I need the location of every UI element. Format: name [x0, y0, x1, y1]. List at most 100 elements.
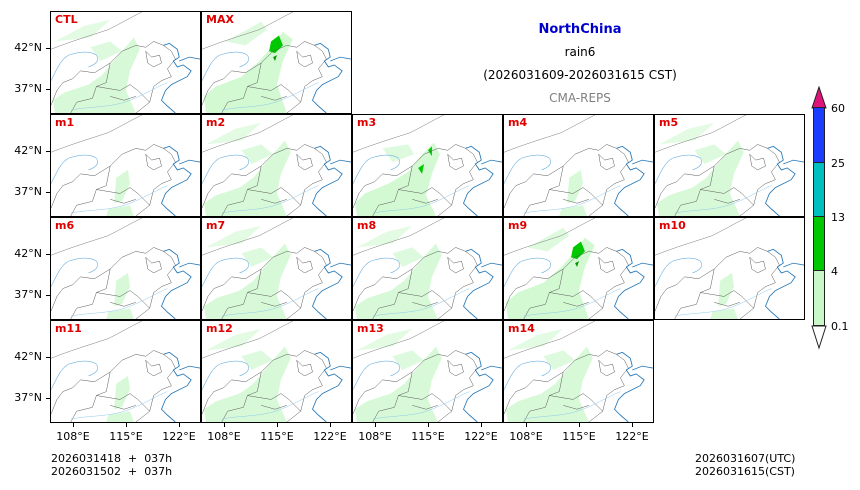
- x-tick-label: 108°E: [56, 430, 90, 443]
- panel-label: m13: [357, 322, 384, 335]
- y-tick-label: 37°N: [14, 391, 42, 404]
- colorbar-label: 4: [831, 265, 838, 278]
- panel-label: m2: [206, 116, 226, 129]
- x-tick: [375, 423, 376, 427]
- panel-label: m9: [508, 219, 528, 232]
- x-tick: [179, 423, 180, 427]
- y-tick: [46, 295, 50, 296]
- period-title: (2026031609-2026031615 CST): [483, 68, 677, 82]
- x-tick: [330, 423, 331, 427]
- map-boundaries: [202, 115, 351, 216]
- map-panel: CTL: [50, 11, 201, 114]
- x-tick-label: 122°E: [162, 430, 196, 443]
- map-boundaries: [353, 115, 502, 216]
- colorbar-segment-4-13: [813, 216, 825, 271]
- map-boundaries: [655, 218, 804, 319]
- map-panel: m4: [503, 114, 654, 217]
- panel-label: m5: [659, 116, 679, 129]
- y-tick: [46, 48, 50, 49]
- x-tick-label: 115°E: [411, 430, 445, 443]
- map-boundaries: [655, 115, 804, 216]
- map-panel: m10: [654, 217, 805, 320]
- panel-label: m4: [508, 116, 528, 129]
- map-panel: m11: [50, 320, 201, 423]
- colorbar-label: 60: [831, 102, 845, 115]
- x-tick: [126, 423, 127, 427]
- x-tick: [579, 423, 580, 427]
- colorbar-label: 0.1: [831, 320, 849, 333]
- y-tick: [46, 398, 50, 399]
- init-time-1: 2026031418 + 037h: [51, 452, 173, 465]
- map-panel: MAX: [201, 11, 352, 114]
- map-boundaries: [51, 321, 200, 422]
- panel-label: CTL: [55, 13, 78, 26]
- map-panel: m12: [201, 320, 352, 423]
- panel-label: m6: [55, 219, 75, 232]
- x-tick: [428, 423, 429, 427]
- panel-label: m8: [357, 219, 377, 232]
- y-tick-label: 42°N: [14, 247, 42, 260]
- panel-label: m10: [659, 219, 686, 232]
- x-tick-label: 122°E: [615, 430, 649, 443]
- map-boundaries: [504, 218, 653, 319]
- colorbar-segment-25-60: [813, 107, 825, 163]
- x-tick: [73, 423, 74, 427]
- panel-label: m14: [508, 322, 535, 335]
- y-tick: [46, 254, 50, 255]
- colorbar-label: 13: [831, 211, 845, 224]
- map-boundaries: [504, 115, 653, 216]
- x-tick-label: 115°E: [562, 430, 596, 443]
- x-tick-label: 115°E: [260, 430, 294, 443]
- y-tick-label: 42°N: [14, 350, 42, 363]
- map-panel: m13: [352, 320, 503, 423]
- y-tick-label: 37°N: [14, 185, 42, 198]
- map-panel: m8: [352, 217, 503, 320]
- panel-label: m3: [357, 116, 377, 129]
- y-tick: [46, 151, 50, 152]
- map-boundaries: [51, 218, 200, 319]
- map-boundaries: [353, 218, 502, 319]
- map-panel: m5: [654, 114, 805, 217]
- valid-time-utc: 2026031607(UTC): [695, 452, 796, 465]
- map-panel: m3: [352, 114, 503, 217]
- x-tick-label: 122°E: [464, 430, 498, 443]
- map-boundaries: [202, 218, 351, 319]
- x-tick: [224, 423, 225, 427]
- colorbar-segment-0.1-4: [813, 270, 825, 326]
- panel-label: MAX: [206, 13, 234, 26]
- colorbar-segment-13-25: [813, 162, 825, 217]
- x-tick: [481, 423, 482, 427]
- map-panel: m2: [201, 114, 352, 217]
- map-boundaries: [353, 321, 502, 422]
- map-boundaries: [51, 12, 200, 113]
- x-tick: [277, 423, 278, 427]
- y-tick-label: 37°N: [14, 82, 42, 95]
- y-tick-label: 42°N: [14, 41, 42, 54]
- variable-title: rain6: [564, 45, 596, 59]
- source-title: CMA-REPS: [549, 91, 611, 105]
- map-boundaries: [202, 321, 351, 422]
- y-tick-label: 37°N: [14, 288, 42, 301]
- panel-label: m7: [206, 219, 226, 232]
- valid-time-cst: 2026031615(CST): [695, 465, 795, 478]
- map-boundaries: [51, 115, 200, 216]
- map-boundaries: [504, 321, 653, 422]
- panel-label: m1: [55, 116, 75, 129]
- x-tick-label: 108°E: [509, 430, 543, 443]
- init-time-2: 2026031502 + 037h: [51, 465, 173, 478]
- colorbar-label: 25: [831, 157, 845, 170]
- x-tick-label: 108°E: [358, 430, 392, 443]
- x-tick-label: 115°E: [109, 430, 143, 443]
- map-panel: m9: [503, 217, 654, 320]
- x-tick: [632, 423, 633, 427]
- panel-label: m11: [55, 322, 82, 335]
- y-tick: [46, 89, 50, 90]
- map-panel: m7: [201, 217, 352, 320]
- map-panel: m6: [50, 217, 201, 320]
- map-panel: m1: [50, 114, 201, 217]
- x-tick: [526, 423, 527, 427]
- y-tick: [46, 357, 50, 358]
- colorbar-under-arrow: [811, 325, 827, 350]
- map-boundaries: [202, 12, 351, 113]
- x-tick-label: 122°E: [313, 430, 347, 443]
